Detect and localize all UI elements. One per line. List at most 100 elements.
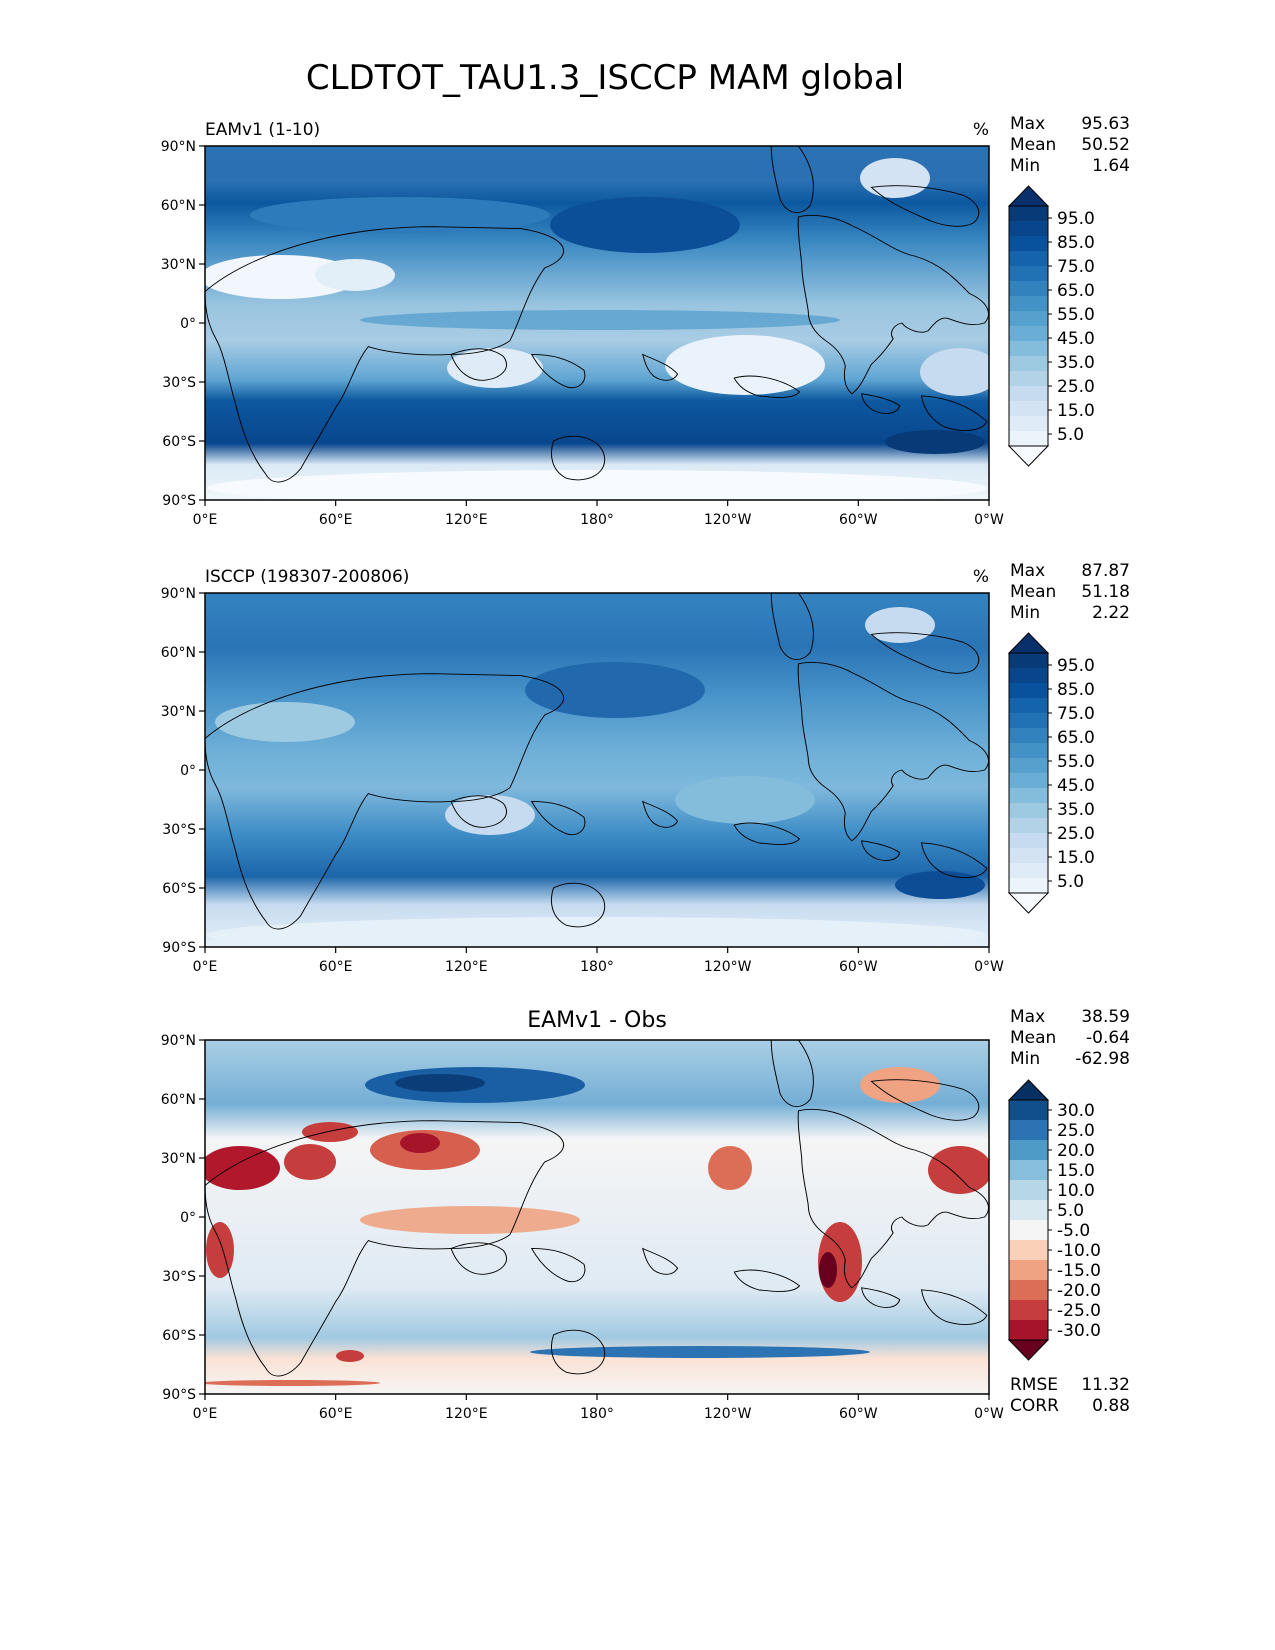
x-tick-label: 0°E <box>193 512 218 528</box>
panel-title-center: EAMv1 - Obs <box>527 1008 667 1033</box>
stat-max-value: 87.87 <box>1081 561 1130 581</box>
y-tick-label: 60°N <box>161 645 196 661</box>
colorbar-tick-label: 35.0 <box>1057 800 1095 820</box>
colorbar-tick-label: 65.0 <box>1057 728 1095 748</box>
panel-title-left: ISCCP (198307-200806) <box>205 567 409 587</box>
y-tick-label: 90°N <box>161 1033 196 1049</box>
panel-units: % <box>973 567 989 587</box>
panel-title-left: EAMv1 (1-10) <box>205 120 320 140</box>
stat-rmse-label: RMSE <box>1010 1375 1058 1395</box>
stat-max-label: Max <box>1010 114 1045 134</box>
itcz-band <box>360 310 840 330</box>
y-tick-label: 0° <box>180 316 196 332</box>
y-axis: 90°N 60°N 30°N 0° 30°S 60°S 90°S <box>161 139 205 509</box>
colorbar-segment <box>1009 698 1048 714</box>
x-tick-label: 120°W <box>704 512 752 528</box>
colorbar-tick-label: 55.0 <box>1057 752 1095 772</box>
colorbar-tick-label: 5.0 <box>1057 1201 1084 1221</box>
antarctic-clear <box>207 470 987 500</box>
colorbar-tick-label: -25.0 <box>1057 1301 1101 1321</box>
antarctic-clear <box>207 917 987 947</box>
colorbar-tick-label: 95.0 <box>1057 209 1095 229</box>
stat-mean-value: 50.52 <box>1081 135 1130 155</box>
colorbar-tick-label: 55.0 <box>1057 305 1095 325</box>
atlantic-positive-bias <box>928 1146 989 1194</box>
x-axis: 0°E 60°E 120°E 180° 120°W 60°W 0°W <box>193 500 1004 528</box>
y-tick-label: 30°S <box>162 1269 196 1285</box>
y-tick-label: 30°N <box>161 1151 196 1167</box>
y-tick-label: 90°S <box>162 1387 196 1403</box>
southern-ocean-negative-band <box>530 1346 870 1358</box>
colorbar-bottom-extend <box>1007 445 1050 467</box>
eurasia-cloud-belt <box>250 197 550 233</box>
stat-corr-label: CORR <box>1010 1396 1059 1416</box>
y-tick-label: 30°S <box>162 375 196 391</box>
colorbar-segment <box>1009 743 1048 759</box>
colorbar-segment <box>1009 386 1048 402</box>
colorbar-tick-label: 45.0 <box>1057 776 1095 796</box>
colorbar-segment <box>1009 371 1048 387</box>
y-tick-label: 30°N <box>161 257 196 273</box>
sahara-positive-bias <box>205 1146 280 1190</box>
colorbar-tick-label: 75.0 <box>1057 704 1095 724</box>
south-atlantic-storm <box>895 871 985 899</box>
stat-max-label: Max <box>1010 561 1045 581</box>
greenland-positive-bias <box>860 1067 940 1103</box>
npacific-cloud-max <box>550 197 740 253</box>
colorbar-segment <box>1009 1300 1048 1321</box>
colorbar-tick-label: 20.0 <box>1057 1141 1095 1161</box>
colorbar-segment <box>1009 1260 1048 1281</box>
eastpacific-positive-bias <box>708 1146 752 1190</box>
stat-min-value: 1.64 <box>1092 156 1130 176</box>
y-tick-label: 30°N <box>161 704 196 720</box>
colorbar-tick-label: 5.0 <box>1057 872 1084 892</box>
npacific-cloud-max <box>525 662 705 718</box>
colorbar-tick-label: -5.0 <box>1057 1221 1090 1241</box>
colorbar-segment <box>1009 281 1048 297</box>
colorbar-segment <box>1009 713 1048 729</box>
panel-difference: EAMv1 - Obs 0°E 60°E 120°E 180° 12 <box>161 1007 1130 1422</box>
x-tick-label: 180° <box>580 1406 614 1422</box>
panel-model: EAMv1 (1-10) % 0°E 60°E 120°E 180° 120°W 60°W… <box>161 114 1130 528</box>
arabia-clear-sky <box>315 259 395 291</box>
colorbar-segment <box>1009 803 1048 819</box>
colorbar-segment <box>1009 683 1048 699</box>
difference-field <box>205 1040 989 1394</box>
greenland-clear <box>860 158 930 198</box>
y-axis: 90°N 60°N 30°N 0° 30°S 60°S 90°S <box>161 1033 205 1403</box>
sahara-clear-sky <box>215 702 355 742</box>
colorbar-tick-label: 35.0 <box>1057 353 1095 373</box>
x-tick-label: 60°W <box>839 512 878 528</box>
colorbar-segment <box>1009 848 1048 864</box>
colorbar-tick-label: 25.0 <box>1057 1121 1095 1141</box>
colorbar-tick-label: -20.0 <box>1057 1281 1101 1301</box>
map-field <box>205 593 989 947</box>
colorbar-bottom-extend <box>1007 892 1050 914</box>
map-field <box>205 1040 989 1394</box>
colorbar-segment <box>1009 416 1048 432</box>
x-tick-label: 60°E <box>319 512 353 528</box>
colorbar-segment <box>1009 236 1048 252</box>
x-axis: 0°E 60°E 120°E 180° 120°W 60°W 0°W <box>193 1394 1004 1422</box>
x-tick-label: 120°E <box>445 1406 488 1422</box>
colorbar-segment <box>1009 326 1048 342</box>
colorbar-segment <box>1009 341 1048 357</box>
colorbar-tick-label: 5.0 <box>1057 425 1084 445</box>
colorbar-segment <box>1009 728 1048 744</box>
colorbar-frame <box>1008 205 1049 447</box>
colorbar-segment <box>1009 221 1048 237</box>
colorbar-segment <box>1009 251 1048 267</box>
colorbar-frame <box>1008 652 1049 894</box>
stats-block: Max 38.59 Mean -0.64 Min -62.98 RMSE 11.… <box>1010 1007 1130 1416</box>
x-tick-label: 120°W <box>704 959 752 975</box>
x-tick-label: 0°W <box>974 512 1004 528</box>
colorbar-tick-label: 75.0 <box>1057 257 1095 277</box>
colorbar-segment <box>1009 431 1048 447</box>
southeast-pacific-clear <box>675 776 815 824</box>
x-tick-label: 60°W <box>839 959 878 975</box>
colorbar: 95.0 85.0 75.0 65.0 55.0 45.0 35.0 25.0 15.0 5.0 <box>1007 632 1095 914</box>
y-tick-label: 90°S <box>162 493 196 509</box>
southeast-pacific-clear <box>665 335 825 395</box>
y-tick-label: 0° <box>180 763 196 779</box>
andes-positive-core <box>819 1252 837 1288</box>
